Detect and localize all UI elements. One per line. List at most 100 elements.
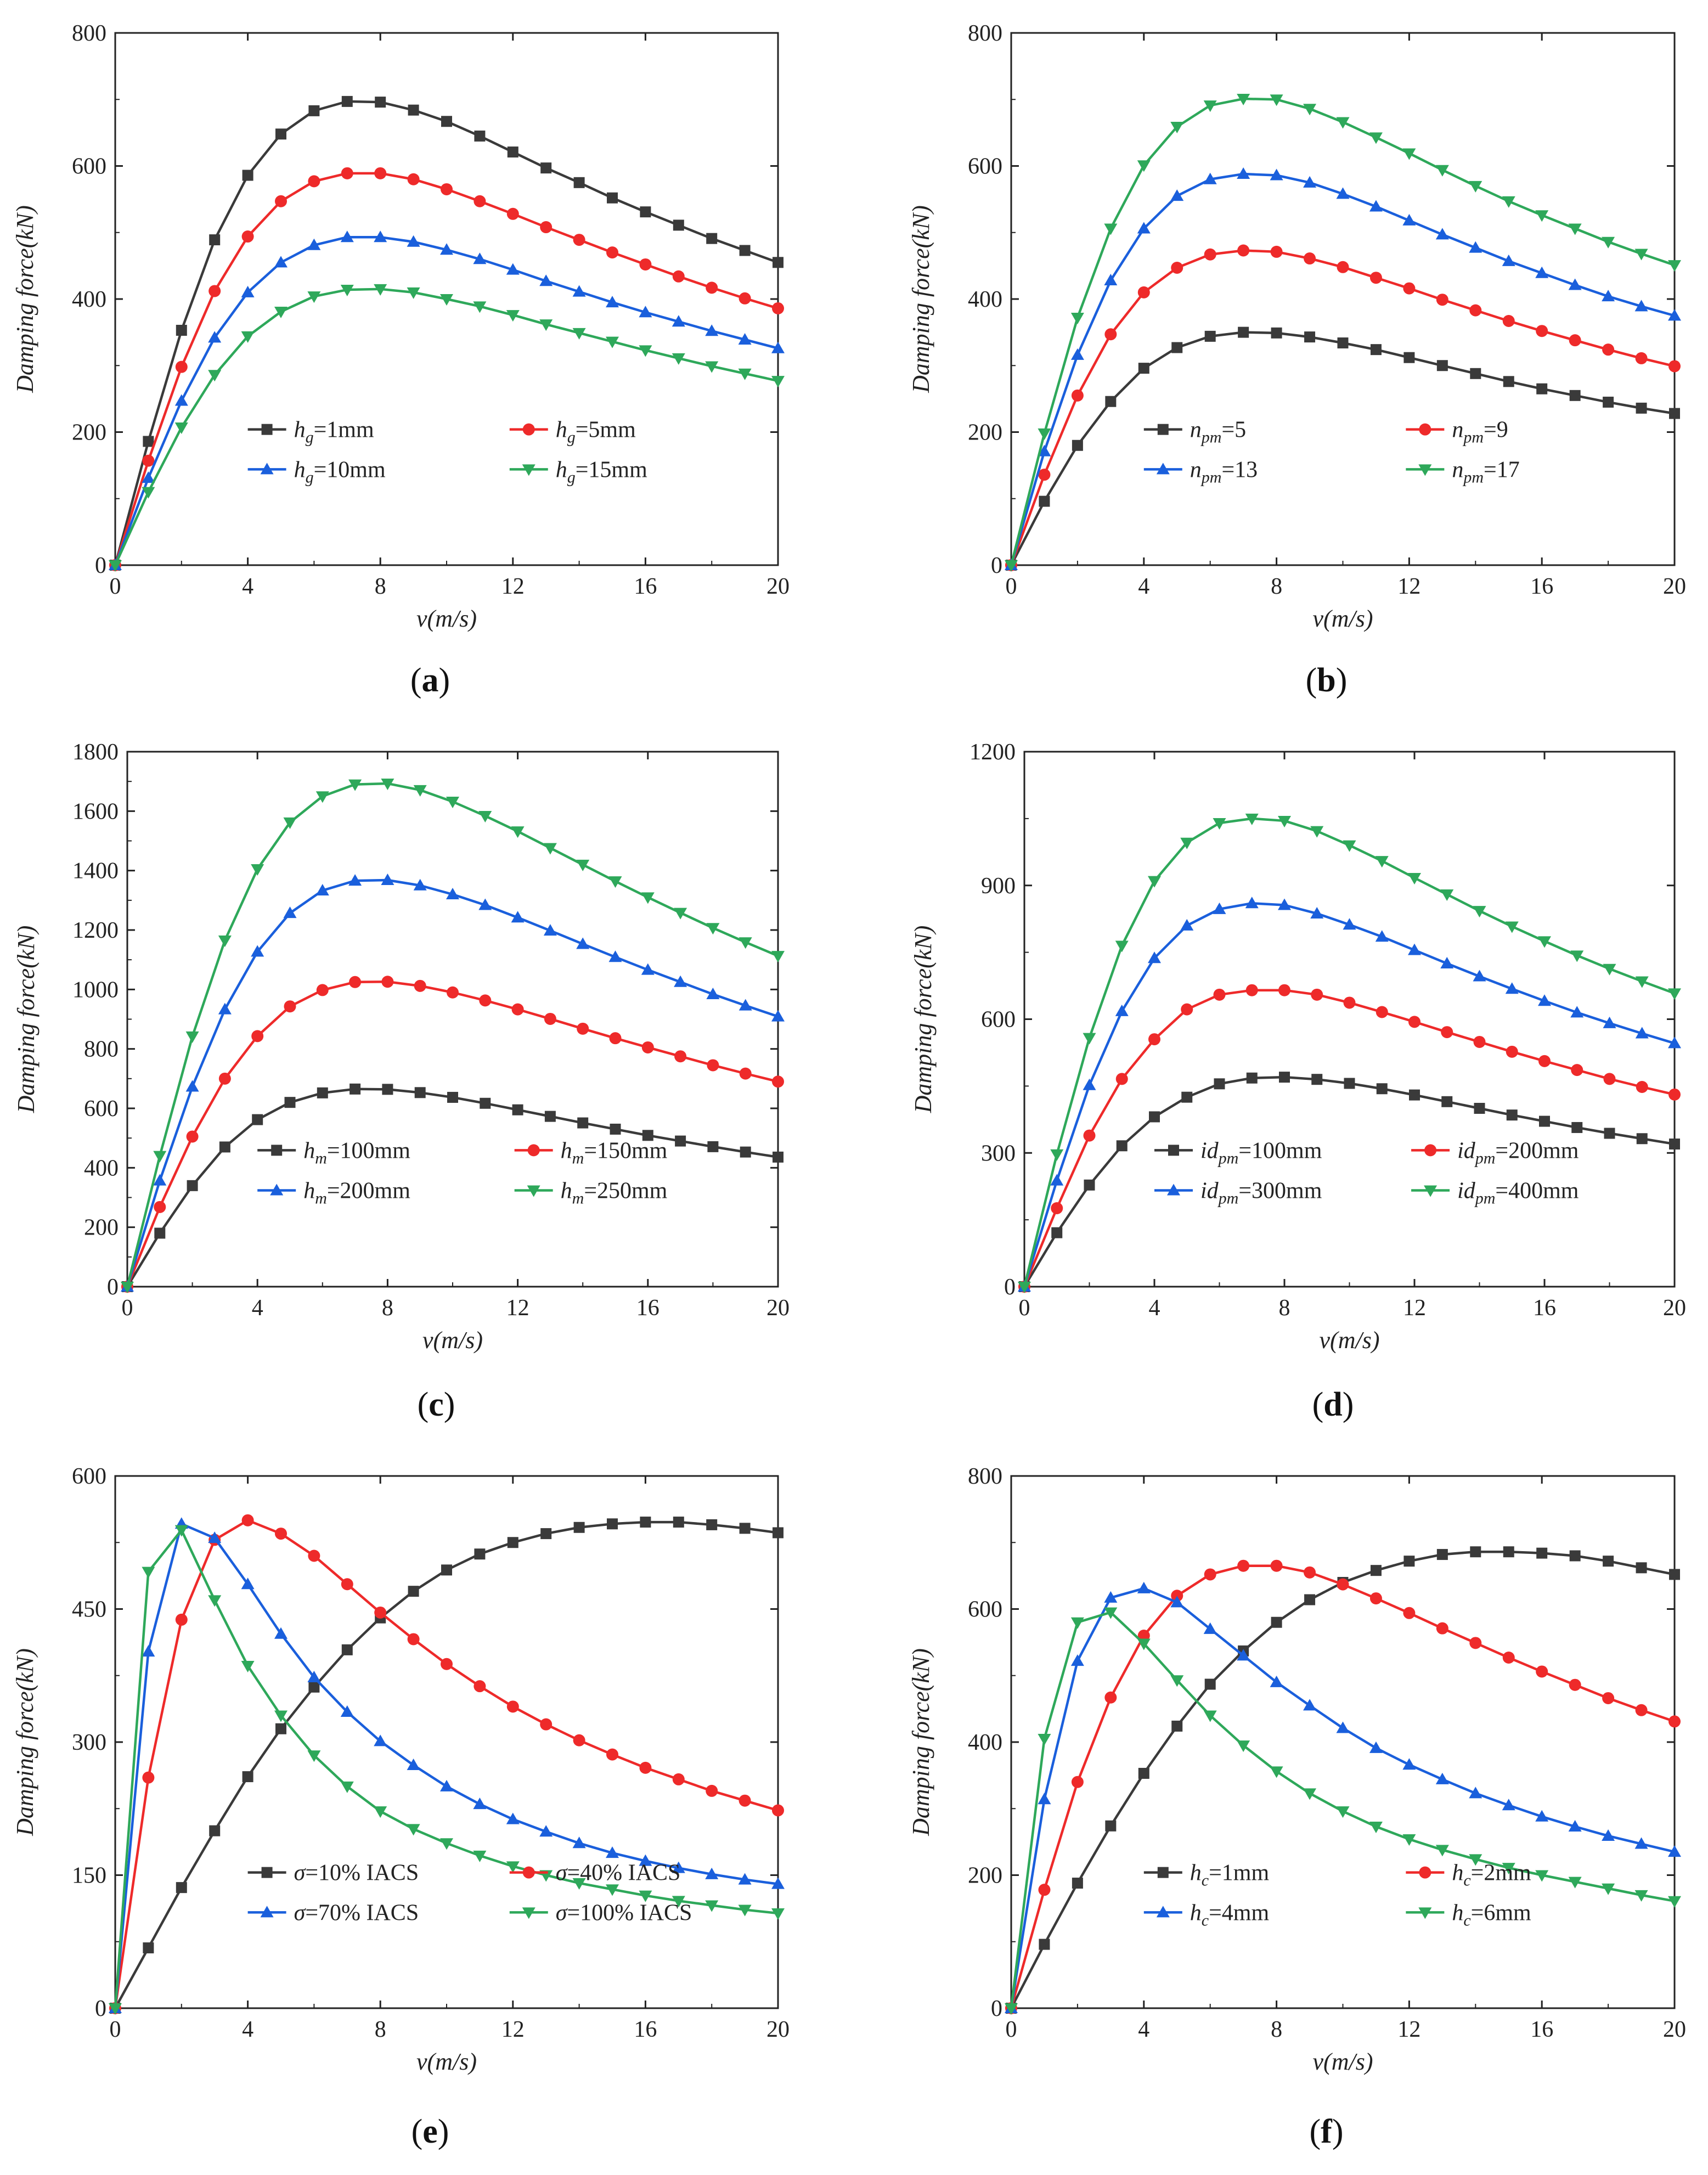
data-point bbox=[1436, 294, 1448, 306]
panel-label: (b) bbox=[1306, 662, 1348, 699]
data-point bbox=[1369, 1741, 1383, 1753]
legend-swatch-marker bbox=[1419, 1866, 1431, 1879]
x-axis-title: v(m/s) bbox=[416, 605, 477, 632]
data-point bbox=[479, 994, 492, 1007]
data-point bbox=[208, 370, 222, 382]
data-point bbox=[572, 1878, 586, 1890]
data-point bbox=[1137, 222, 1151, 234]
data-point bbox=[1669, 1139, 1680, 1150]
data-point bbox=[1409, 1089, 1420, 1101]
data-point bbox=[473, 195, 486, 207]
x-tick-label: 0 bbox=[122, 1295, 133, 1321]
y-axis-title: Damping force(kN) bbox=[910, 926, 937, 1114]
data-point bbox=[706, 988, 720, 999]
data-point bbox=[1408, 1016, 1420, 1028]
data-point bbox=[773, 257, 783, 268]
data-point bbox=[480, 1097, 491, 1109]
data-point bbox=[1116, 1140, 1128, 1152]
data-point bbox=[1310, 906, 1324, 919]
data-point bbox=[307, 238, 321, 250]
data-point bbox=[1105, 396, 1117, 407]
data-point bbox=[1402, 213, 1416, 226]
x-tick-label: 12 bbox=[1397, 2017, 1420, 2042]
data-point bbox=[1470, 368, 1481, 379]
x-tick-label: 4 bbox=[1149, 1295, 1160, 1321]
data-point bbox=[608, 950, 622, 962]
data-point bbox=[738, 1904, 752, 1917]
data-point bbox=[771, 1010, 785, 1022]
legend-item: hm=250mm bbox=[514, 1179, 668, 1208]
data-point bbox=[185, 1080, 199, 1092]
data-point bbox=[572, 285, 586, 297]
x-tick-label: 12 bbox=[1403, 1295, 1426, 1321]
x-tick-label: 16 bbox=[1530, 574, 1553, 599]
data-point bbox=[1436, 360, 1448, 371]
data-point bbox=[1181, 1091, 1193, 1103]
data-point bbox=[374, 284, 387, 296]
data-point bbox=[1246, 1072, 1258, 1084]
data-point bbox=[218, 1072, 231, 1085]
data-point bbox=[1304, 252, 1316, 265]
y-tick-label: 600 bbox=[72, 1464, 106, 1489]
data-point bbox=[1104, 1607, 1118, 1619]
legend-swatch-marker bbox=[527, 1144, 540, 1157]
data-point bbox=[1336, 117, 1350, 129]
data-point bbox=[1070, 1654, 1084, 1666]
data-point bbox=[1369, 200, 1383, 212]
data-point bbox=[441, 1658, 453, 1670]
x-tick-label: 12 bbox=[501, 2017, 525, 2042]
data-point bbox=[348, 874, 362, 886]
y-tick-label: 600 bbox=[968, 1597, 1002, 1622]
data-point bbox=[1473, 906, 1486, 918]
x-tick-label: 20 bbox=[1663, 2017, 1686, 2042]
data-point bbox=[640, 1517, 651, 1528]
data-point bbox=[540, 221, 553, 234]
data-point bbox=[1213, 818, 1226, 830]
data-point bbox=[609, 1032, 622, 1045]
legend: hc=1mm hc=2mm hc=4mm hc=6mm bbox=[1143, 1861, 1531, 1929]
data-point bbox=[473, 1798, 487, 1810]
data-point bbox=[1213, 902, 1226, 914]
data-point bbox=[1336, 1721, 1350, 1733]
data-point bbox=[1039, 495, 1050, 507]
legend-label: σ=70% IACS bbox=[294, 1900, 419, 1925]
legend-swatch-marker bbox=[1424, 1144, 1437, 1157]
legend-item: hm=100mm bbox=[257, 1138, 410, 1167]
data-point bbox=[511, 826, 525, 838]
data-point bbox=[1503, 376, 1514, 387]
data-point bbox=[1104, 223, 1118, 235]
data-point bbox=[1403, 352, 1415, 363]
data-point bbox=[572, 1836, 586, 1849]
data-point bbox=[539, 1825, 553, 1837]
data-point bbox=[1278, 898, 1291, 910]
data-point bbox=[739, 245, 751, 256]
legend-label: hg=15mm bbox=[556, 457, 647, 486]
data-point bbox=[771, 341, 785, 353]
data-point bbox=[1440, 956, 1454, 968]
data-point bbox=[507, 146, 518, 158]
legend-label: hc=6mm bbox=[1452, 1900, 1531, 1929]
data-point bbox=[639, 258, 652, 271]
data-point bbox=[606, 296, 619, 308]
data-point bbox=[707, 1059, 719, 1072]
data-point bbox=[1137, 1581, 1151, 1593]
data-point bbox=[675, 1135, 686, 1147]
data-point bbox=[641, 963, 655, 975]
data-point bbox=[1536, 1547, 1548, 1559]
data-point bbox=[739, 999, 752, 1011]
series-2 bbox=[1018, 897, 1681, 1292]
data-point bbox=[706, 233, 718, 244]
data-point bbox=[1171, 262, 1183, 274]
data-point bbox=[507, 1537, 518, 1548]
data-point bbox=[441, 183, 453, 195]
data-point bbox=[1270, 1559, 1283, 1572]
data-point bbox=[209, 1825, 221, 1836]
y-tick-label: 1400 bbox=[72, 859, 119, 884]
x-axis-title: v(m/s) bbox=[416, 2048, 477, 2075]
data-point bbox=[1634, 249, 1648, 261]
series-0 bbox=[122, 1083, 783, 1292]
data-point bbox=[511, 1003, 524, 1016]
data-point bbox=[208, 1595, 222, 1607]
